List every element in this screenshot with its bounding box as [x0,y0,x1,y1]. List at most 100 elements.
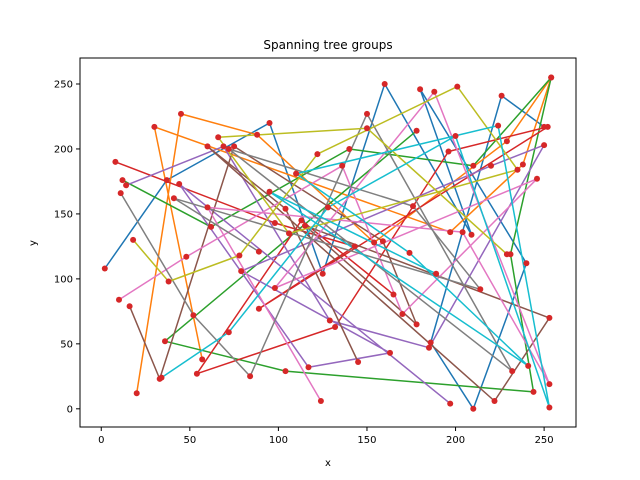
data-point-4-3 [426,344,432,351]
data-point-8-4 [454,83,461,90]
data-point-5-10 [355,359,362,365]
data-point-1-3 [371,239,378,246]
data-point-3-8 [298,217,305,224]
data-point-6-5 [271,285,278,291]
data-point-0-10 [498,92,505,99]
data-point-7-6 [410,203,416,210]
series-line-1 [135,76,552,394]
data-point-2-8 [162,338,168,345]
data-point-4-5 [488,162,494,169]
data-point-8-6 [286,230,292,237]
data-point-4-0 [123,182,130,189]
data-point-5-0 [126,303,133,310]
data-point-3-5 [445,148,452,155]
y-tick-label: 150 [54,209,73,220]
data-point-5-6 [546,314,553,321]
data-point-0-7 [523,260,530,267]
data-point-2-6 [530,388,537,395]
data-point-7-1 [190,312,197,319]
data-point-8-9 [503,251,510,258]
data-point-6-10 [317,398,324,404]
data-point-3-3 [255,305,262,312]
data-point-9-4 [546,404,553,411]
series-line-2 [122,76,552,393]
data-point-1-7 [447,229,454,236]
data-point-8-8 [364,125,370,132]
data-point-5-8 [204,143,211,150]
data-point-8-1 [165,278,172,285]
data-point-1-4 [503,138,510,145]
data-point-9-9 [266,188,273,195]
data-point-1-1 [178,110,184,117]
data-point-7-7 [477,286,484,293]
data-point-6-2 [339,162,346,169]
data-point-6-6 [431,88,438,95]
data-point-2-1 [208,223,215,230]
data-point-4-8 [305,364,312,371]
data-point-0-9 [427,339,434,346]
data-point-6-8 [459,229,466,236]
data-point-5-3 [379,238,386,245]
y-tick-label: 50 [60,339,73,350]
y-tick-label: 250 [54,79,73,90]
data-point-5-2 [231,143,238,150]
data-point-2-7 [282,368,289,375]
x-tick-label: 150 [357,435,376,446]
data-point-2-3 [470,162,477,169]
x-tick-label: 50 [183,435,196,446]
data-point-0-0 [101,265,108,272]
data-point-6-9 [204,204,211,211]
data-point-0-1 [163,177,170,184]
data-point-5-5 [302,222,308,229]
data-point-3-1 [271,220,278,226]
data-point-9-10 [433,270,440,277]
data-point-5-7 [491,398,498,404]
data-point-0-3 [319,270,326,277]
x-tick-label: 0 [98,435,104,446]
data-point-2-0 [119,177,126,184]
data-point-3-0 [112,158,119,165]
data-point-7-5 [225,146,232,152]
data-point-5-4 [413,321,420,328]
data-point-5-9 [282,205,289,212]
data-point-8-2 [236,252,243,259]
plot-content [101,74,555,412]
x-tick-label: 250 [535,435,554,446]
data-point-4-9 [176,181,183,187]
data-point-1-2 [254,131,261,138]
data-point-3-6 [332,324,339,330]
data-point-9-6 [293,170,300,177]
data-point-6-1 [183,253,190,260]
data-point-7-0 [117,190,124,197]
data-point-9-7 [406,249,413,256]
data-point-6-3 [399,311,406,317]
data-point-7-4 [509,368,516,375]
data-point-0-8 [470,405,477,412]
data-point-3-2 [351,243,358,250]
data-point-6-0 [116,296,122,303]
data-point-4-1 [220,143,227,150]
data-point-2-9 [413,127,420,134]
data-point-2-4 [548,74,555,81]
axes: 0 50 100 150 200 250 0 50 100 150 200 250 [54,57,577,446]
data-point-7-9 [255,248,262,255]
data-point-9-5 [495,122,502,129]
data-point-1-6 [519,161,526,168]
plot-frame [79,57,577,428]
data-point-6-4 [534,175,540,182]
data-point-0-6 [417,86,424,93]
y-tick-label: 200 [54,144,73,155]
data-point-1-9 [199,356,206,363]
data-point-2-2 [346,146,353,152]
data-point-0-2 [266,120,273,126]
x-tick-label: 200 [446,435,465,446]
data-point-4-10 [447,400,454,407]
data-point-3-7 [193,370,200,377]
data-point-7-3 [364,110,370,117]
y-tick-label: 100 [54,274,73,285]
y-tick-label: 0 [67,404,73,415]
data-point-4-2 [326,317,333,324]
data-point-1-8 [151,123,158,130]
